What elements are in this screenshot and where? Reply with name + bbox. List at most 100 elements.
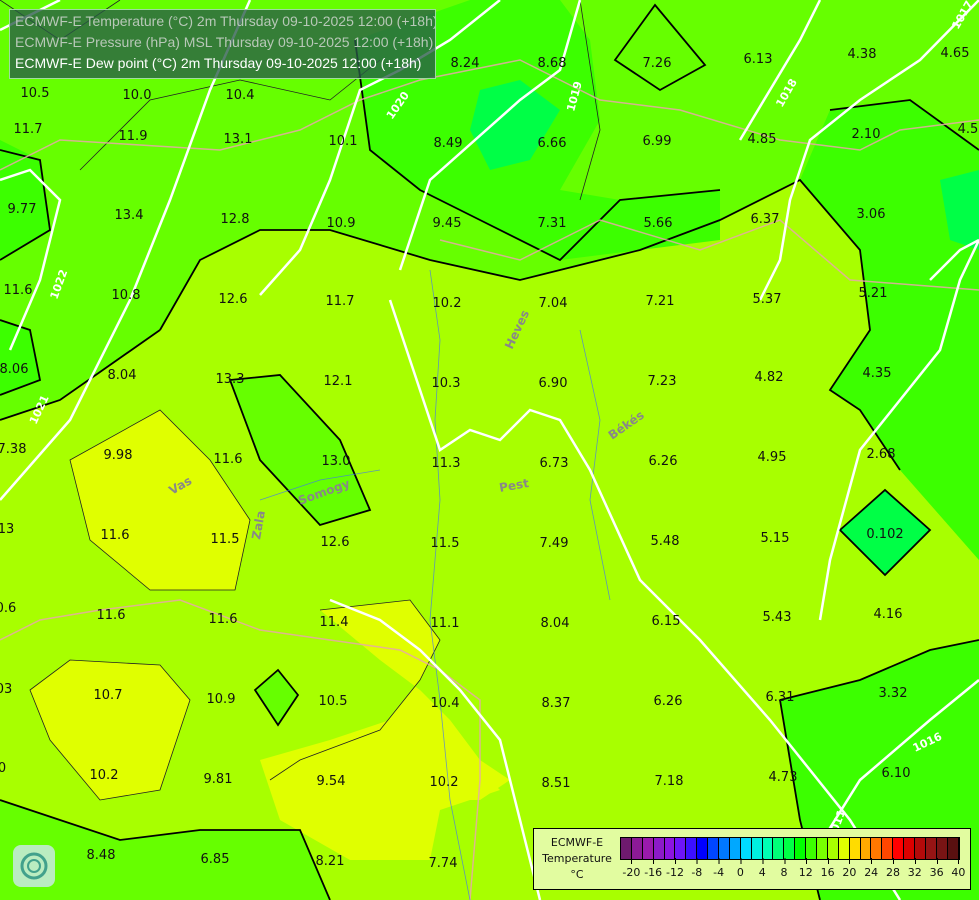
legend-color-cell [904,838,916,859]
dewpoint-value-label: 4.85 [748,132,777,147]
legend-color-cell [827,838,839,859]
dewpoint-value-label: 8.04 [541,616,570,631]
map-title-box: ECMWF-E Temperature (°C) 2m Thursday 09-… [9,9,436,79]
legend-color-cell [893,838,905,859]
dewpoint-value-label: 8.04 [108,368,137,383]
legend-color-cell [936,838,948,859]
legend-tick-label: -12 [666,866,684,879]
dewpoint-value-label: 11.1 [431,616,460,631]
dewpoint-value-label: 4.35 [863,366,892,381]
legend-title-line: Temperature [542,852,612,865]
legend-color-cell [697,838,709,859]
legend-title-line: ECMWF-E [550,836,604,849]
legend-tick-label: 36 [929,866,944,879]
legend-color-cell [882,838,894,859]
dewpoint-value-label: 4.16 [874,607,903,622]
dewpoint-value-label: 12.8 [221,212,250,227]
dewpoint-value-label: 6.99 [643,134,672,149]
dewpoint-value-label: 10.8 [112,288,141,303]
ecmwf-logo-icon [13,845,55,887]
dewpoint-value-label: 5.15 [761,531,790,546]
legend-color-cell [729,838,741,859]
thin-contours [0,0,601,801]
dewpoint-value-label: 12.1 [324,374,353,389]
legend-tick-label: 28 [886,866,900,879]
dewpoint-value-label: 5.21 [859,286,888,301]
dewpoint-value-label: 10.2 [430,775,459,790]
dewpoint-contours [0,3,979,900]
legend-tick: 4 [758,858,766,879]
dewpoint-value-label: 9.98 [104,448,133,463]
dewpoint-value-label: 7.26 [643,56,672,71]
dewpoint-value-label: 6.90 [539,376,568,391]
dewpoint-value-label: 10.3 [432,376,461,391]
dewpoint-value-label: 8.51 [542,776,571,791]
dewpoint-value-label: 4.95 [758,450,787,465]
legend-color-cell [675,838,687,859]
dewpoint-value-label: 4.82 [755,370,784,385]
dewpoint-value-label: 11.5 [431,536,460,551]
dewpoint-value-label: 6.66 [538,136,567,151]
dewpoint-value-label: 12.6 [219,292,248,307]
dewpoint-value-label: 11.9 [119,129,148,144]
dewpoint-value-label: 6.37 [751,212,780,227]
dewpoint-value-label: 8.21 [316,854,345,869]
legend-tick: 16 [821,858,835,879]
legend-tick-label: -20 [622,866,641,879]
legend-tick-label: 24 [864,866,879,879]
dewpoint-value-label: 11.5 [211,532,240,547]
dewpoint-value-label: 6.10 [882,766,911,781]
dewpoint-value-label: 8.37 [542,696,571,711]
dewpoint-value-label: 11.4 [320,615,349,630]
legend-color-cell [871,838,883,859]
dewpoint-value-label: 7.04 [539,296,568,311]
dewpoint-value-label: 10.2 [90,768,119,783]
dewpoint-value-label: 5.48 [651,534,680,549]
dewpoint-value-label: 10.7 [94,688,123,703]
legend-color-cell [686,838,698,859]
dewpoint-value-label: 7.21 [646,294,675,309]
legend-color-cell [762,838,774,859]
legend-color-cell [925,838,937,859]
dewpoint-value-label: 12.6 [321,535,350,550]
legend-tick-label: 12 [798,866,813,879]
legend-tick: 40 [951,858,965,879]
legend-color-cell [773,838,785,859]
dewpoint-value-label: 11.7 [326,294,355,309]
dewpoint-value-label: 8.06 [0,362,28,377]
legend-tick: 36 [929,858,944,879]
dewpoint-value-label: 10.5 [319,694,348,709]
dewpoint-value-label: 11.6 [214,452,243,467]
legend-tick-label: -4 [713,866,725,879]
legend-tick: 24 [864,858,879,879]
dewpoint-value-label: 11.6 [209,612,238,627]
dewpoint-value-label: 3.32 [879,686,908,701]
legend-color-cell [621,838,632,859]
dewpoint-value-label: 11.6 [4,283,33,298]
dewpoint-value-label: 4.38 [848,47,877,62]
legend-color-cell [915,838,926,859]
legend-color-bar [620,837,960,860]
legend-color-cell [947,838,959,859]
legend-color-cell [817,838,828,859]
legend-tick: 12 [798,858,813,879]
region-label: Pest [498,476,530,495]
legend-ticks: -20 -16 -12 -8 -4 0 4 8 12 16 20 24 28 32 36 40 [620,858,965,884]
dewpoint-value-label: 9.54 [317,774,346,789]
color-legend: ECMWF-E Temperature °C -20 -16 -12 -8 -4 0 4 8 1… [533,828,971,890]
legend-unit: °C [570,868,584,881]
dewpoint-value-label: 13.0 [322,454,351,469]
legend-tick: 28 [886,858,900,879]
dewpoint-value-label: 5.66 [644,216,673,231]
dewpoint-value-label: 2.10 [852,127,881,142]
legend-tick: 0 [737,858,744,879]
legend-tick: -8 [691,858,702,879]
dewpoint-value-label: 11.7 [14,122,43,137]
legend-tick: 20 [842,858,857,879]
dewpoint-value-label: 0.6 [0,601,16,616]
dewpoint-value-labels: 10.5 10.0 10.4 8.24 8.68 7.26 6.13 4.38 4.65 11.7… [0,46,978,871]
legend-tick-label: 20 [842,866,857,879]
legend-tick-label: 4 [758,866,766,879]
dewpoint-value-label: 7.31 [538,216,567,231]
